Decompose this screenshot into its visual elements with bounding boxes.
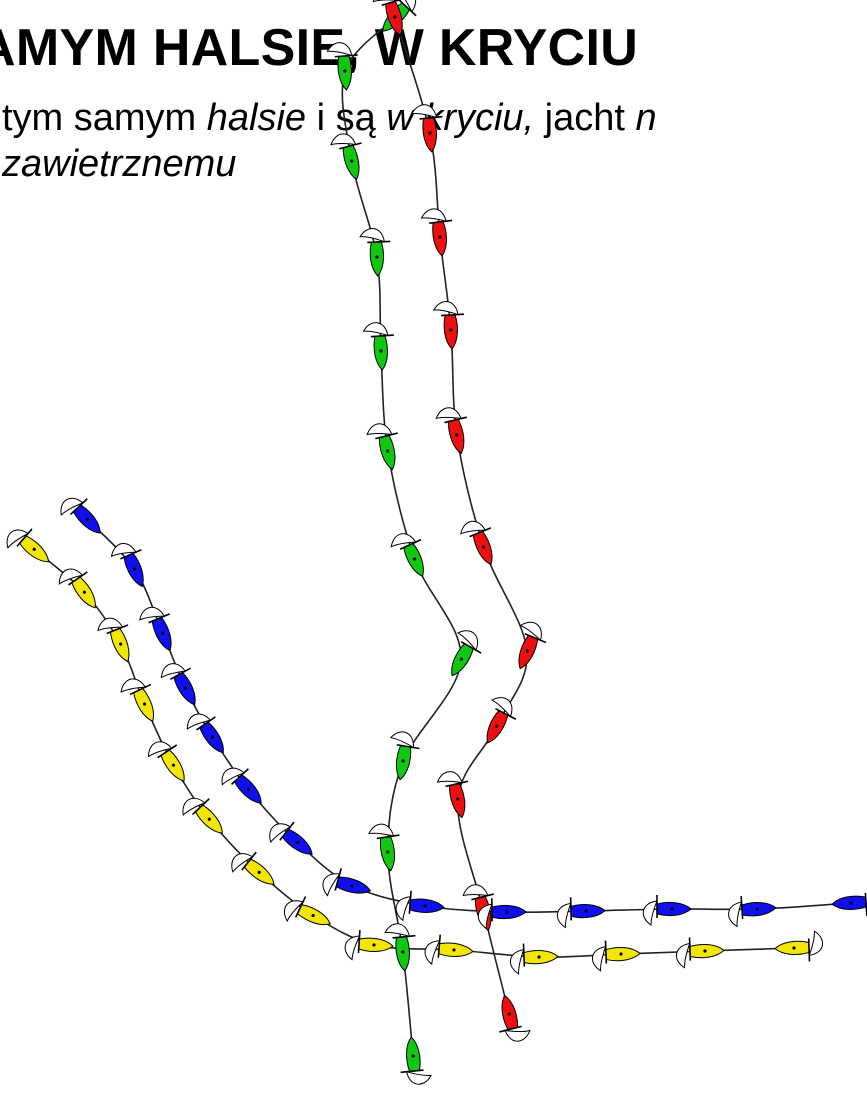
subtitle-line-2: zawietrznemu bbox=[2, 142, 237, 185]
green-boat-marker bbox=[326, 42, 358, 91]
blue-boat-marker bbox=[186, 713, 224, 754]
red-boat-marker bbox=[372, 0, 405, 36]
red-boat-marker bbox=[460, 520, 493, 566]
yellow-boat-marker bbox=[283, 896, 331, 925]
yellow-boat-marker bbox=[97, 617, 130, 663]
yellow-boat-marker bbox=[58, 568, 96, 609]
blue-boat-marker bbox=[557, 897, 606, 929]
blue-boat-marker bbox=[477, 898, 527, 930]
green-boat-marker bbox=[389, 731, 420, 781]
red-boat-marker bbox=[436, 771, 469, 819]
red-boat-marker bbox=[435, 407, 468, 455]
blue-boat-marker bbox=[322, 868, 372, 897]
red-boat-marker bbox=[420, 208, 453, 257]
green-boat-marker bbox=[368, 823, 400, 872]
blue-boat-marker bbox=[269, 821, 313, 855]
green-boat-marker bbox=[384, 923, 416, 972]
slide-subtitle: tym samym halsie i są w kryciu, jacht n … bbox=[2, 96, 867, 187]
green-boat-marker bbox=[400, 1036, 432, 1085]
yellow-boat-marker bbox=[424, 934, 474, 966]
yellow-boat-marker bbox=[182, 797, 223, 834]
slide-title: AMYM HALSIE, W KRYCIU bbox=[0, 19, 639, 77]
tracks-layer bbox=[34, 17, 851, 1056]
green-boat-marker bbox=[359, 228, 391, 277]
red-boat-marker bbox=[499, 994, 531, 1042]
yellow-boat-marker bbox=[6, 528, 50, 563]
blue-boat-marker bbox=[139, 606, 172, 652]
yellow-boat-marker bbox=[510, 943, 559, 975]
blue-boat-marker bbox=[395, 890, 445, 922]
subtitle-line-1: tym samym halsie i są w kryciu, jacht n bbox=[2, 97, 657, 139]
blue-boat-marker bbox=[728, 896, 777, 928]
blue-boat-marker bbox=[160, 663, 196, 706]
yellow-boat-marker bbox=[676, 937, 725, 969]
yellow-boat-marker bbox=[147, 741, 185, 782]
green-boat-marker bbox=[390, 533, 424, 578]
blue-boat-marker bbox=[110, 543, 144, 588]
green-boat-marker bbox=[451, 630, 482, 677]
red-boat-marker bbox=[518, 621, 547, 670]
yellow-boat-marker bbox=[344, 929, 394, 961]
red-boat-track bbox=[394, 17, 528, 1014]
blue-boat-marker bbox=[642, 895, 692, 926]
blue-boat-marker bbox=[60, 497, 101, 534]
blue-boat-marker bbox=[221, 767, 262, 804]
green-boat-marker bbox=[362, 322, 394, 371]
blue-boat-marker bbox=[831, 884, 867, 916]
green-boat-marker bbox=[330, 133, 362, 181]
yellow-boat-marker bbox=[592, 940, 641, 972]
yellow-boat-marker bbox=[231, 851, 275, 885]
yellow-boat-marker bbox=[774, 930, 823, 962]
red-boat-marker bbox=[486, 697, 517, 744]
yellow-boat-marker bbox=[120, 678, 154, 722]
green-boat-marker bbox=[366, 423, 398, 471]
red-boat-marker bbox=[432, 301, 465, 350]
red-boat-marker bbox=[411, 104, 443, 153]
